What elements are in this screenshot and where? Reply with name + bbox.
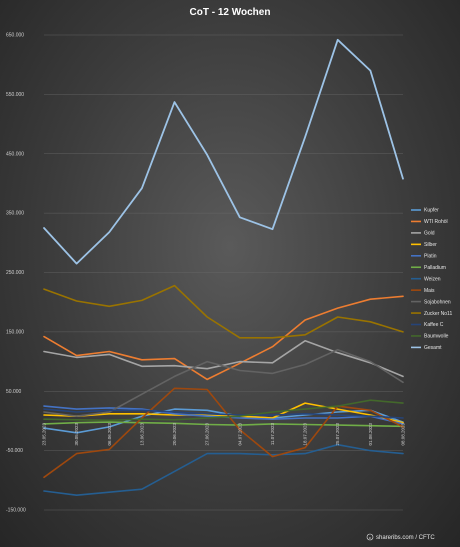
series-line-0 [43, 408, 404, 434]
series-line-5 [43, 421, 404, 428]
y-tick-label: -150.000 [6, 508, 26, 514]
legend-label: Sojabohnen [424, 299, 451, 305]
x-tick-label: 01.08.2023 [368, 422, 373, 445]
copyright-icon-glyph: c [369, 535, 371, 540]
y-tick-label: 550.000 [6, 92, 24, 98]
legend-label: Palladium [424, 265, 446, 271]
x-tick-label: 25.07.2023 [335, 422, 340, 445]
legend-label: Platin [424, 254, 437, 260]
x-tick-label: 20.06.2023 [172, 422, 177, 445]
y-tick-label: 150.000 [6, 329, 24, 335]
y-tick-label: -50.000 [6, 448, 23, 454]
credit-text: shareribs.com / CFTC [376, 535, 435, 541]
legend-label: Baumwolle [424, 334, 449, 340]
series-line-9 [43, 284, 404, 339]
legend-label: Gold [424, 231, 435, 237]
x-tick-label: 06.06.2023 [107, 422, 112, 445]
series-line-2 [43, 339, 404, 378]
series-lines [43, 38, 404, 497]
credit: c shareribs.com / CFTC [366, 533, 435, 541]
x-tick-label: 08.08.2023 [401, 422, 406, 445]
x-tick-label: 04.07.2023 [237, 422, 242, 445]
x-tick-label: 13.06.2023 [139, 422, 144, 445]
y-tick-label: 650.000 [6, 33, 24, 39]
legend-label: Weizen [424, 276, 441, 282]
series-line-7 [43, 387, 404, 479]
series-line-3 [43, 402, 404, 424]
series-line-12 [43, 38, 404, 265]
x-axis-ticks: 23.05.2023 30.05.2023 06.06.2023 13.06.2023… [42, 422, 406, 445]
series-line-1 [43, 295, 404, 381]
series-line-6 [43, 443, 404, 497]
copyright-icon [366, 533, 374, 541]
y-axis-ticks: -150.000 -50.000 50.000 150.000 250.000 350.0… [6, 33, 26, 514]
y-tick-label: 350.000 [6, 211, 24, 217]
x-tick-label: 18.07.2023 [303, 422, 308, 445]
legend-label: Gesamt [424, 345, 442, 351]
y-tick-label: 50.000 [6, 389, 22, 395]
y-tick-label: 450.000 [6, 151, 24, 157]
legend-label: Kaffee C [424, 322, 444, 328]
chart-title: CoT - 12 Wochen [190, 7, 271, 18]
legend-label: WTI Rohöl [424, 219, 448, 225]
y-tick-label: 250.000 [6, 270, 24, 276]
legend-label: Silber [424, 242, 437, 248]
legend-label: Kupfer [424, 208, 439, 214]
x-tick-label: 27.06.2023 [205, 422, 210, 445]
legend-label: Mais [424, 288, 435, 294]
series-line-8 [43, 348, 404, 418]
x-tick-label: 23.05.2023 [42, 422, 47, 445]
series-line-10 [43, 408, 404, 419]
legend-label: Zucker No11 [424, 311, 452, 317]
x-tick-label: 30.05.2023 [74, 422, 79, 445]
x-tick-label: 11.07.2023 [270, 422, 275, 445]
legend: Kupfer WTI Rohöl Gold Silber Platin Palladium… [411, 208, 452, 351]
series-line-11 [43, 399, 404, 422]
grid [44, 34, 403, 511]
